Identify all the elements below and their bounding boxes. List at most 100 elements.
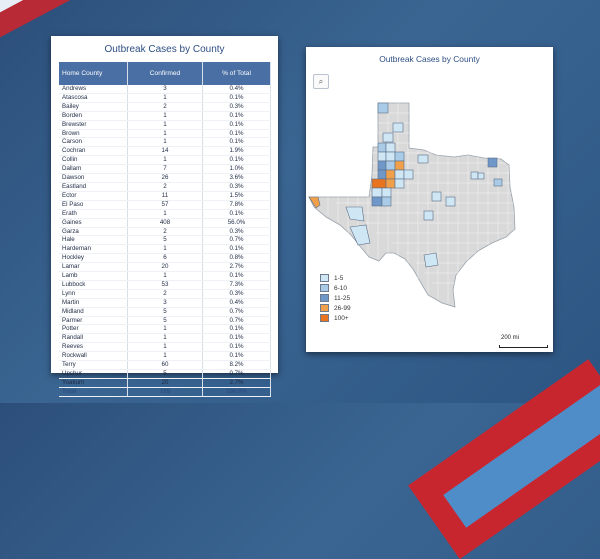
legend-item[interactable]: 6-10 [320,283,351,293]
cell-percent: 0.1% [202,93,271,103]
county-dawson[interactable] [385,178,396,189]
cases-table-panel: Outbreak Cases by County Home County Con… [51,36,278,397]
county-yoakum[interactable] [377,169,387,180]
cell-county: Potter [59,324,128,335]
cell-percent: 0.7% [202,307,271,317]
cell-confirmed: 5 [127,316,203,326]
table-row: Atascosa 1 0.1% [59,93,271,103]
county-lubbock[interactable] [394,160,405,171]
county-midland[interactable] [381,196,392,207]
cell-county: Lynn [59,289,128,299]
table-row: Hale 5 0.7% [59,235,271,246]
table-row: Erath 1 0.1% [59,209,271,219]
county-garza[interactable] [403,169,414,180]
county-upshur[interactable] [493,178,503,187]
legend-item[interactable]: 100+ [320,313,351,323]
header-percent[interactable]: % of Total [202,62,271,85]
table-body: Andrews 3 0.4% Atascosa 1 0.1% Bailey 2 0.3% Bord… [59,85,271,397]
county-hale[interactable] [394,151,405,162]
cell-percent: 0.1% [202,209,271,219]
county-terry[interactable] [385,169,396,180]
cell-county: Midland [59,307,128,317]
county-reeves[interactable] [345,206,365,222]
cell-county: Hale [59,235,128,246]
county-lamar[interactable] [487,157,498,168]
table-row: Dawson 26 3.6% [59,173,271,183]
county-borden[interactable] [394,178,405,189]
county-potter[interactable] [382,132,394,143]
county-randall[interactable] [385,142,396,153]
cell-county: Bailey [59,102,128,112]
county-highlights [308,102,503,268]
county-lynn[interactable] [394,169,405,180]
cell-percent: 0.1% [202,271,271,281]
county-cochran[interactable] [377,160,387,171]
county-atascosa[interactable] [423,252,439,268]
county-erath[interactable] [445,196,456,207]
map-legend: 1-5 6-10 11-25 26-99 100+ [320,273,351,323]
county-hardeman[interactable] [417,154,429,164]
legend-label: 26-99 [334,304,351,312]
cell-confirmed: 5 [127,235,203,246]
table-total-row: Total 729 100.0% [59,386,271,397]
county-brown[interactable] [423,210,434,221]
county-hockley[interactable] [385,160,396,171]
legend-item[interactable]: 11-25 [320,293,351,303]
cell-county: Parmer [59,316,128,326]
county-lamb[interactable] [385,151,396,162]
cell-confirmed: 1 [127,324,203,335]
table-row: Rockwall 1 0.1% [59,351,271,362]
county-parmer[interactable] [377,142,387,153]
search-icon: ⌕ [318,77,324,86]
county-collin[interactable] [470,171,479,180]
cell-percent: 0.1% [202,324,271,335]
cell-confirmed: 2 [127,102,203,112]
header-confirmed[interactable]: Confirmed [127,62,203,85]
table-row: Gaines 408 56.0% [59,218,271,228]
cell-percent: 2.7% [202,262,271,273]
map-search-button[interactable]: ⌕ [313,74,329,89]
map-title: Outbreak Cases by County [379,54,480,64]
county-eastland[interactable] [431,191,442,202]
table-row: Collin 1 0.1% [59,155,271,166]
cell-confirmed: 1 [127,333,203,344]
cell-confirmed: 1 [127,271,203,281]
legend-item[interactable]: 26-99 [320,303,351,313]
county-el-paso[interactable] [308,196,321,209]
cell-percent: 0.7% [202,316,271,326]
cell-percent: 0.1% [202,155,271,166]
county-ector[interactable] [371,196,383,207]
table-row: Randall 1 0.1% [59,333,271,344]
cell-county: Atascosa [59,93,128,103]
cell-county: Collin [59,155,128,166]
county-martin[interactable] [381,187,392,198]
cell-county: Hardeman [59,244,128,255]
cell-county: Brewster [59,120,128,130]
cell-confirmed: 1 [127,120,203,130]
county-andrews[interactable] [371,187,383,198]
legend-item[interactable]: 1-5 [320,273,351,283]
table-row: Eastland 2 0.3% [59,182,271,192]
table-row: Hardeman 1 0.1% [59,244,271,255]
cell-confirmed: 5 [127,307,203,317]
cell-confirmed: 2 [127,289,203,299]
county-rockwall[interactable] [477,172,485,180]
legend-swatch [320,304,329,312]
cell-county: Yoakum [59,378,128,388]
county-carson[interactable] [392,122,404,133]
county-bailey[interactable] [377,151,387,162]
cell-county: Brown [59,129,128,139]
table-row: Dallam 7 1.0% [59,164,271,175]
cell-percent: 1.5% [202,191,271,201]
county-brewster[interactable] [349,224,371,246]
cell-confirmed: 1 [127,244,203,255]
cell-county: El Paso [59,200,128,210]
header-home-county[interactable]: Home County [59,62,128,85]
county-dallam[interactable] [377,102,389,114]
county-gaines[interactable] [371,178,387,189]
table-row: Andrews 3 0.4% [59,85,271,94]
cell-percent: 0.1% [202,137,271,148]
cell-confirmed: 11 [127,191,203,201]
cell-percent: 1.0% [202,164,271,175]
table-row: Reeves 1 0.1% [59,342,271,353]
